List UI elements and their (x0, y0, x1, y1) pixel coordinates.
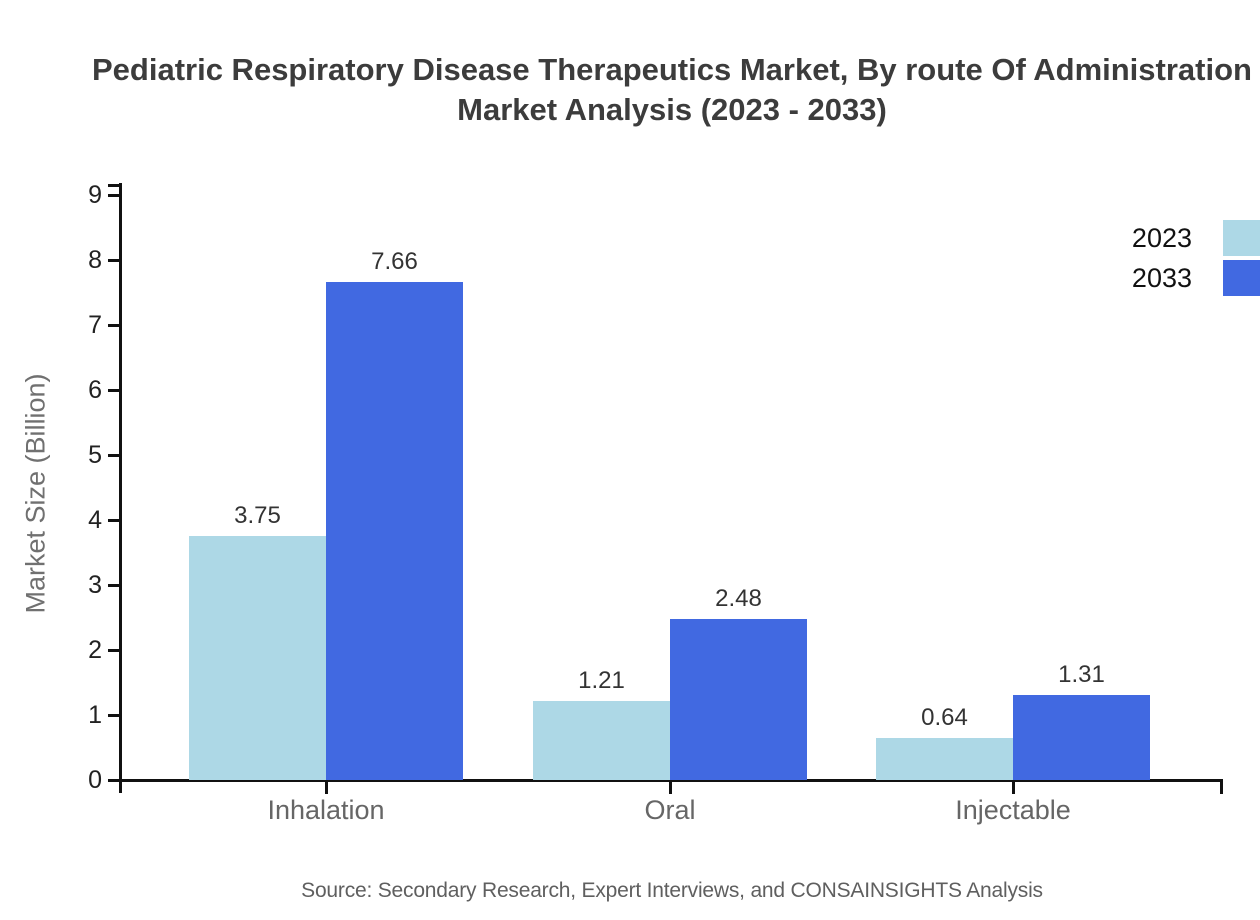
x-axis-label-inhalation: Inhalation (267, 795, 385, 825)
y-tick-label-4: 4 (88, 506, 102, 534)
y-tick-mark-1 (108, 713, 120, 717)
legend-swatch-2023 (1223, 220, 1260, 256)
y-tick-label-5: 5 (88, 441, 102, 469)
bar-value-injectable-2023: 0.64 (921, 704, 968, 732)
y-tick-label-8: 8 (88, 246, 102, 274)
y-axis-top-cap (108, 184, 120, 187)
bar-inhalation-2023 (189, 536, 326, 780)
y-tick-label-7: 7 (88, 311, 102, 339)
bar-value-injectable-2033: 1.31 (1058, 660, 1105, 688)
source-attribution: Source: Secondary Research, Expert Inter… (301, 879, 1043, 902)
x-axis-end-cap (1220, 782, 1223, 794)
bar-injectable-2023 (876, 738, 1013, 780)
y-tick-mark-3 (108, 583, 120, 587)
y-axis-line (119, 183, 122, 793)
y-tick-label-6: 6 (88, 376, 102, 404)
y-tick-mark-8 (108, 258, 120, 262)
y-tick-label-9: 9 (88, 181, 102, 209)
x-tick-mark-oral (668, 782, 672, 794)
x-tick-mark-injectable (1011, 782, 1015, 794)
y-tick-mark-5 (108, 453, 120, 457)
bar-injectable-2033 (1013, 694, 1150, 780)
bar-oral-2023 (533, 701, 670, 780)
x-axis-line (119, 779, 1223, 782)
y-tick-label-1: 1 (88, 701, 102, 729)
bar-value-oral-2033: 2.48 (715, 584, 762, 612)
bar-value-inhalation-2023: 3.75 (234, 502, 281, 530)
y-tick-mark-0 (108, 778, 120, 782)
bar-value-oral-2023: 1.21 (578, 667, 625, 695)
chart-title-line-1: Pediatric Respiratory Disease Therapeuti… (92, 52, 1252, 87)
y-tick-label-2: 2 (88, 636, 102, 664)
y-tick-mark-6 (108, 388, 120, 392)
x-axis-label-oral: Oral (644, 795, 696, 825)
legend-label-2023: 2023 (1131, 223, 1192, 253)
y-tick-label-3: 3 (88, 571, 102, 599)
bar-value-inhalation-2033: 7.66 (371, 248, 418, 276)
chart-title-line-2: Market Analysis (2023 - 2033) (457, 92, 887, 127)
y-tick-mark-2 (108, 648, 120, 652)
bar-oral-2033 (670, 618, 807, 780)
legend-swatch-2033 (1223, 260, 1260, 296)
x-tick-mark-inhalation (324, 782, 328, 794)
legend-label-2033: 2033 (1131, 263, 1192, 293)
bar-inhalation-2033 (326, 282, 463, 780)
x-axis-label-injectable: Injectable (955, 795, 1071, 825)
y-tick-mark-4 (108, 518, 120, 522)
chart-title: Pediatric Respiratory Disease Therapeuti… (72, 50, 1260, 130)
y-tick-mark-7 (108, 323, 120, 327)
y-tick-mark-9 (108, 193, 120, 197)
y-tick-label-0: 0 (88, 766, 102, 794)
